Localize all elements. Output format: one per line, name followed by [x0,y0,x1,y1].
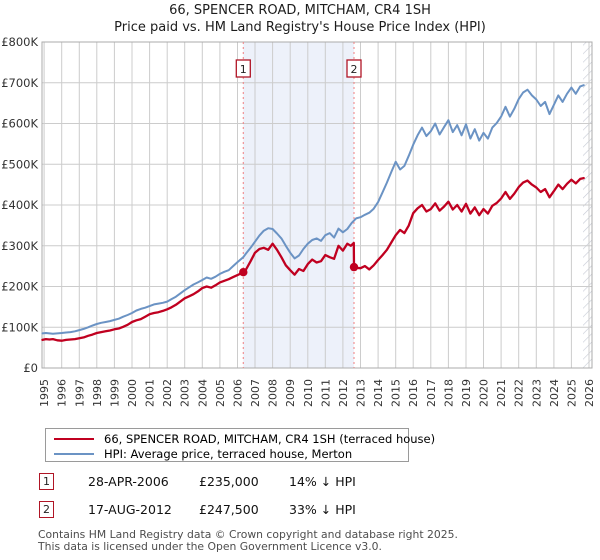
x-tick-label: 2005 [214,379,227,407]
purchase-2-hpi: 33% ↓ HPI [289,502,356,517]
legend-item-price: 66, SPENCER ROAD, MITCHAM, CR4 1SH (terr… [46,431,435,446]
purchase-1-hpi: 14% ↓ HPI [289,474,356,489]
x-tick-label: 2019 [460,379,473,407]
purchase-2-flag-label: 2 [351,63,358,76]
x-tick-label: 1999 [108,379,121,407]
x-tick-label: 1998 [91,379,104,407]
purchase-1-badge: 1 [39,473,54,490]
x-tick-label: 1995 [38,379,51,407]
purchase-1-flag [235,59,251,78]
chart-legend: 66, SPENCER ROAD, MITCHAM, CR4 1SH (terr… [45,428,435,462]
x-tick-label: 2013 [355,379,368,407]
x-tick-label: 2022 [513,379,526,407]
y-tick-label: £400K [1,198,38,212]
x-tick-label: 2009 [284,379,297,407]
purchase-row-2: 2 17-AUG-2012 £247,500 33% ↓ HPI [0,501,600,520]
y-tick-label: £800K [1,35,38,49]
purchase-1-dot [239,268,248,277]
x-tick-label: 2012 [337,379,350,407]
x-tick-label: 2002 [161,379,174,407]
y-tick-label: £300K [1,239,38,253]
y-tick-label: £500K [1,157,38,171]
x-tick-label: 2020 [478,379,491,407]
price-chart: 1 2 £0 £100K £200K £300K £400K £500K £600K £700K £… [1,35,596,407]
x-tick-label: 2010 [302,379,315,407]
purchase-1-price: £235,000 [199,474,259,489]
x-tick-label: 2021 [495,379,508,407]
hpi-line [41,84,585,335]
hpi-line-swatch [54,452,94,455]
purchase-2-date: 17-AUG-2012 [88,502,172,517]
y-tick-label: £200K [1,280,38,294]
x-tick-label: 2018 [442,379,455,407]
x-tick-label: 2001 [144,379,157,407]
x-tick-label: 2006 [232,379,245,407]
purchase-2-price: £247,500 [199,502,259,517]
x-tick-label: 2016 [407,379,420,407]
purchase-1-date: 28-APR-2006 [88,474,169,489]
y-tick-label: £700K [1,76,38,90]
x-tick-label: 2015 [390,379,403,407]
x-tick-label: 2008 [267,379,280,407]
page-subtitle: Price paid vs. HM Land Registry's House … [114,20,486,35]
legend-label-price: 66, SPENCER ROAD, MITCHAM, CR4 1SH (terr… [104,431,436,446]
x-tick-label: 1996 [56,379,69,407]
footer-licence: This data is licensed under the Open Gov… [38,539,382,553]
x-tick-label: 2017 [425,379,438,407]
x-tick-label: 2004 [196,379,209,407]
purchase-2-badge: 2 [39,501,54,518]
x-tick-label: 2000 [126,379,139,407]
purchase-2-flag [346,59,362,78]
x-tick-label: 2025 [565,379,578,407]
x-tick-label: 2007 [249,379,262,407]
purchase-row-1: 1 28-APR-2006 £235,000 14% ↓ HPI [0,473,600,492]
purchase-1-flag-label: 1 [240,63,247,76]
purchase-2-dot [349,262,359,272]
x-tick-label: 2014 [372,379,385,407]
legend-label-hpi: HPI: Average price, terraced house, Mert… [104,446,353,461]
price-paid-line [41,176,585,342]
x-tick-label: 2011 [319,379,332,407]
y-tick-label: £600K [1,117,38,131]
x-tick-label: 2024 [548,379,561,407]
footer-copyright: Contains HM Land Registry data © Crown c… [38,528,458,541]
y-tick-label: £100K [1,320,38,334]
x-tick-label: 1997 [73,379,86,407]
x-tick-label: 2023 [530,379,543,407]
price-line-swatch [54,437,94,440]
page-title: 66, SPENCER ROAD, MITCHAM, CR4 1SH [169,3,431,18]
plot-border [41,41,593,369]
x-tick-label: 2003 [179,379,192,407]
legend-item-hpi: HPI: Average price, terraced house, Mert… [46,446,408,461]
x-tick-label: 2026 [583,379,596,407]
y-tick-label: £0 [23,361,38,375]
